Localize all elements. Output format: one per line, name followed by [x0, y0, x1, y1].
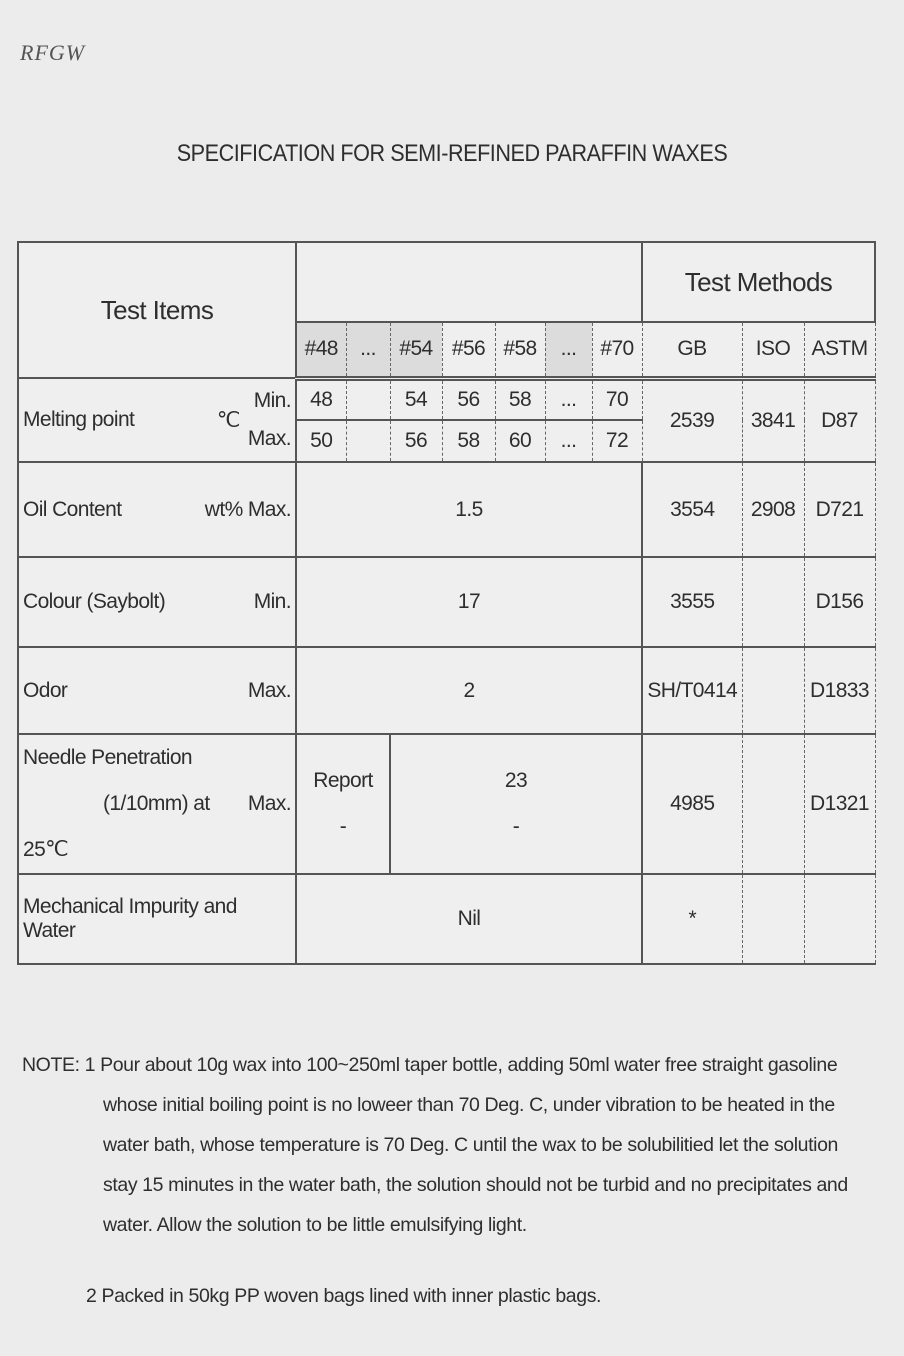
melting-min: 48 [295, 377, 347, 421]
mechanical-impurity-label: Mechanical Impurity and Water [17, 873, 297, 965]
needle-penetration-label: Needle Penetration (1/10mm) at 25℃ Max. [17, 733, 297, 875]
value-sub: - [512, 815, 520, 838]
report-text: Report [313, 769, 373, 792]
label-text-2: (1/10mm) at 25℃ [23, 792, 210, 861]
note-line: whose initial boiling point is no loweer… [103, 1094, 835, 1116]
unit: wt% [204, 497, 243, 521]
melting-min: 58 [494, 377, 546, 421]
melting-max: 60 [494, 419, 546, 463]
spec-table: Test Items Test Methods #48 ... #54 #56 … [17, 241, 876, 965]
grade-header: #54 [389, 321, 443, 381]
grade-header: ... [544, 321, 593, 381]
astm-method: D721 [803, 461, 876, 558]
limit: Max. [247, 678, 292, 702]
grade-header: #48 [295, 321, 347, 381]
melting-min: 70 [591, 377, 643, 421]
test-methods-header: Test Methods [641, 241, 876, 323]
odor-label: Odor Max. [17, 646, 297, 735]
report-sub: - [339, 815, 347, 838]
astm-method: D1833 [803, 646, 876, 735]
grade-header: #70 [591, 321, 643, 381]
colour-value: 17 [295, 556, 643, 648]
astm-method: D156 [803, 556, 876, 648]
iso-method [741, 556, 805, 648]
label-text: Odor [23, 678, 68, 702]
limit: Max. [247, 792, 292, 815]
gb-method: SH/T0414 [641, 646, 743, 735]
grade-header: #58 [494, 321, 546, 381]
limit: Max. [247, 497, 292, 521]
label-text: Oil Content [23, 497, 122, 521]
gb-method: 4985 [641, 733, 743, 875]
unit: ℃ [216, 408, 241, 432]
method-header: GB [641, 321, 743, 381]
gb-method: 2539 [641, 377, 743, 463]
max-label: Max. [247, 427, 292, 450]
oil-value: 1.5 [295, 461, 643, 558]
melting-point-label: Melting point ℃ Min. Max. [17, 377, 297, 463]
melting-min: ... [544, 377, 593, 421]
melting-max: 58 [441, 419, 496, 463]
method-header: ISO [741, 321, 805, 381]
iso-method: 3841 [741, 377, 805, 463]
label-text: Melting point [23, 408, 135, 431]
melting-max: 56 [389, 419, 443, 463]
grade-header: #56 [441, 321, 496, 381]
gb-method: 3554 [641, 461, 743, 558]
mech-value: Nil [295, 873, 643, 965]
label-text: Colour (Saybolt) [23, 590, 166, 613]
note-line: water. Allow the solution to be little e… [103, 1214, 527, 1236]
page-title: SPECIFICATION FOR SEMI-REFINED PARAFFIN … [176, 140, 728, 167]
min-label: Min. [253, 389, 292, 412]
melting-max [345, 419, 391, 463]
value-text: 23 [504, 769, 528, 792]
limit: Min. [253, 590, 292, 613]
astm-method: D1321 [803, 733, 876, 875]
astm-method: D87 [803, 377, 876, 463]
astm-method [803, 873, 876, 965]
melting-min: 54 [389, 377, 443, 421]
note-line: stay 15 minutes in the water bath, the s… [103, 1174, 848, 1196]
oil-content-label: Oil Content wt% Max. [17, 461, 297, 558]
method-header: ASTM [803, 321, 876, 381]
iso-method [741, 646, 805, 735]
colour-label: Colour (Saybolt) Min. [17, 556, 297, 648]
melting-min: 56 [441, 377, 496, 421]
note-prefix: NOTE: 1 [22, 1054, 96, 1076]
melting-min [345, 377, 391, 421]
note-2: 2 Packed in 50kg PP woven bags lined wit… [86, 1285, 602, 1307]
iso-method: 2908 [741, 461, 805, 558]
melting-max: 72 [591, 419, 643, 463]
grade-header: ... [345, 321, 391, 381]
iso-method [741, 733, 805, 875]
grades-header [295, 241, 643, 323]
note-line: Pour about 10g wax into 100~250ml taper … [100, 1054, 838, 1076]
iso-method [741, 873, 805, 965]
gb-method: 3555 [641, 556, 743, 648]
note-line: water bath, whose temperature is 70 Deg.… [103, 1134, 838, 1156]
logo: RFGW [20, 40, 86, 65]
note-1: NOTE: 1 Pour about 10g wax into 100~250m… [22, 1045, 882, 1245]
needle-value: 23 - [389, 733, 643, 875]
melting-max: 50 [295, 419, 347, 463]
odor-value: 2 [295, 646, 643, 735]
gb-method: * [641, 873, 743, 965]
test-items-header: Test Items [17, 241, 297, 379]
needle-report: Report - [295, 733, 391, 875]
melting-max: ... [544, 419, 593, 463]
label-text: Needle Penetration [23, 746, 193, 769]
